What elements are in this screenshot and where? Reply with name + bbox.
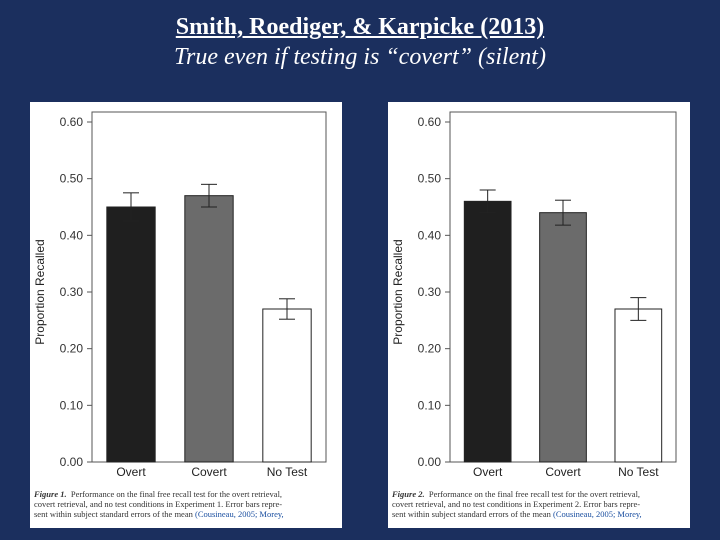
x-tick-label: No Test <box>618 465 659 479</box>
slide-title-citation: Smith, Roediger, & Karpicke (2013) <box>175 14 545 40</box>
y-tick-label: 0.10 <box>418 398 442 412</box>
x-tick-label: Overt <box>473 465 503 479</box>
x-tick-label: No Test <box>267 465 308 479</box>
figure-panel-experiment-2: 0.00 0.10 0.20 0.30 0.40 0.50 0.60 Proportion R… <box>388 102 690 528</box>
bar-no-test <box>614 308 663 463</box>
figure-caption-1: Figure 1. Performance on the final free … <box>34 489 338 519</box>
y-tick-label: 0.60 <box>60 115 84 129</box>
slide-title: Smith, Roediger, & Karpicke (2013) True … <box>0 12 720 72</box>
x-tick-label: Covert <box>545 465 581 479</box>
y-tick-label: 0.10 <box>60 398 84 412</box>
bar-no-test <box>262 308 312 463</box>
caption-line: Performance on the final free recall tes… <box>428 489 641 499</box>
x-tick-label: Covert <box>191 465 227 479</box>
bar-overt <box>106 206 156 463</box>
caption-line: Performance on the final free recall tes… <box>70 489 283 499</box>
caption-reference[interactable]: (Cousineau, 2005; Morey, <box>194 509 284 519</box>
caption-line: sent within subject standard errors of t… <box>34 509 193 519</box>
bar-chart-experiment-1: 0.00 0.10 0.20 0.30 0.40 0.50 0.60 Proportion R… <box>33 111 327 479</box>
y-tick-label: 0.20 <box>60 342 84 356</box>
caption-reference[interactable]: (Cousineau, 2005; Morey, <box>552 509 642 519</box>
y-tick-label: 0.60 <box>418 115 442 129</box>
caption-line: covert retrieval, and no test conditions… <box>34 499 283 509</box>
y-tick-label: 0.00 <box>60 455 84 469</box>
y-tick-label: 0.40 <box>418 228 442 242</box>
figure-panel-experiment-1: 0.00 0.10 0.20 0.30 0.40 0.50 0.60 Proportion R… <box>30 102 342 528</box>
caption-line: sent within subject standard errors of t… <box>392 509 551 519</box>
slide-subtitle: True even if testing is “covert” (silent… <box>174 44 546 70</box>
bar-overt <box>463 200 512 463</box>
caption-label: Figure 1. <box>34 489 67 499</box>
y-tick-label: 0.50 <box>418 172 442 186</box>
y-tick-label: 0.50 <box>60 172 84 186</box>
y-tick-label: 0.20 <box>418 342 442 356</box>
x-tick-label: Overt <box>116 465 146 479</box>
caption-line: covert retrieval, and no test conditions… <box>392 499 641 509</box>
y-axis-label: Proportion Recalled <box>391 239 405 344</box>
bar-covert <box>539 212 587 463</box>
y-tick-label: 0.30 <box>60 285 84 299</box>
y-tick-label: 0.00 <box>418 455 442 469</box>
y-tick-label: 0.30 <box>418 285 442 299</box>
caption-label: Figure 2. <box>392 489 425 499</box>
y-tick-label: 0.40 <box>60 228 84 242</box>
figure-caption-2: Figure 2. Performance on the final free … <box>392 489 686 519</box>
bar-chart-experiment-2: 0.00 0.10 0.20 0.30 0.40 0.50 0.60 Proportion R… <box>391 111 677 479</box>
bar-covert <box>184 195 234 463</box>
y-axis-label: Proportion Recalled <box>33 239 47 344</box>
